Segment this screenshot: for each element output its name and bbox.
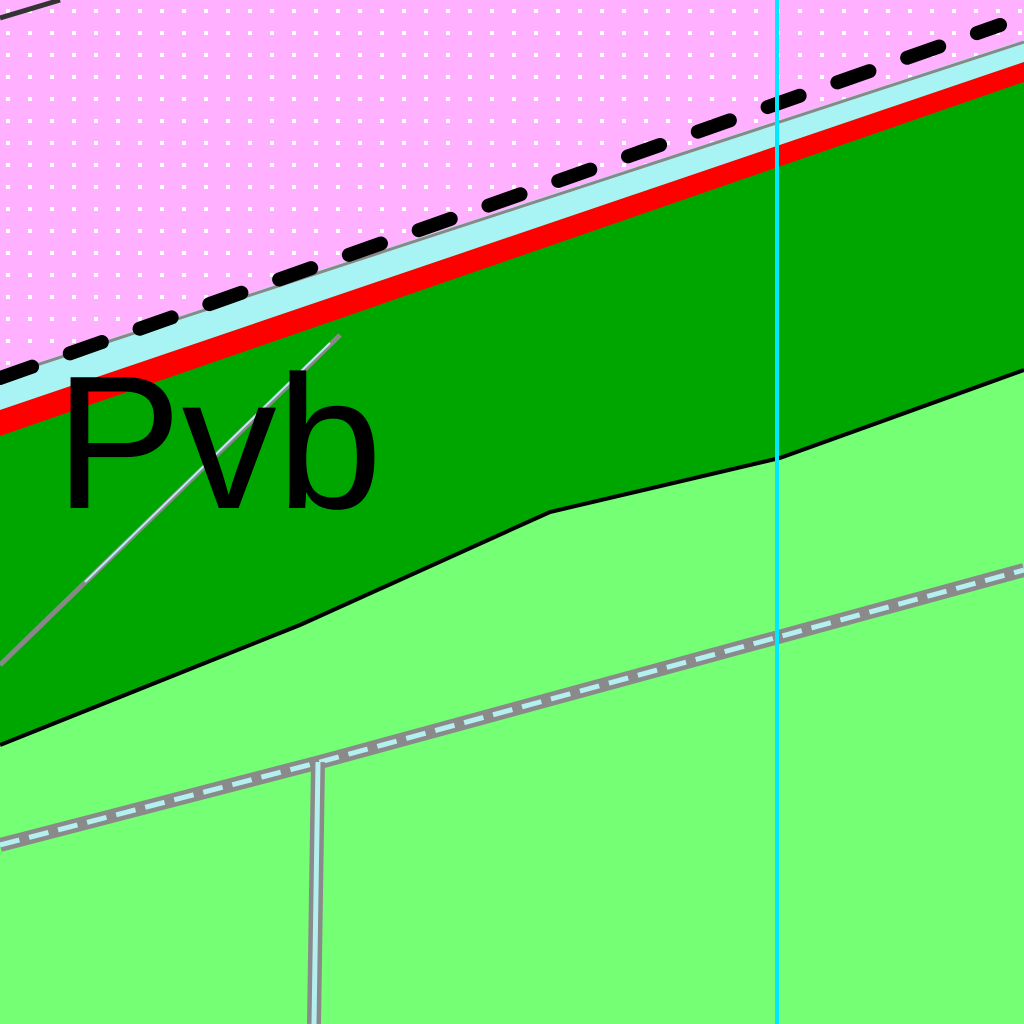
road-main-inner (0, 567, 1024, 848)
red-contact-band (0, 62, 1024, 436)
upper-contact-dashed (0, 18, 1007, 385)
cyan-contact-band (0, 40, 1024, 410)
road-branch-inner (311, 761, 321, 1024)
pvb-unit-area (0, 80, 1024, 745)
lower-contact-line (0, 368, 1024, 747)
fault-line-highlight (84, 342, 331, 583)
unit-label-pvb: Pvb (55, 337, 382, 549)
corner-contact-line (0, 0, 61, 21)
upper-unit-area (0, 0, 1024, 375)
